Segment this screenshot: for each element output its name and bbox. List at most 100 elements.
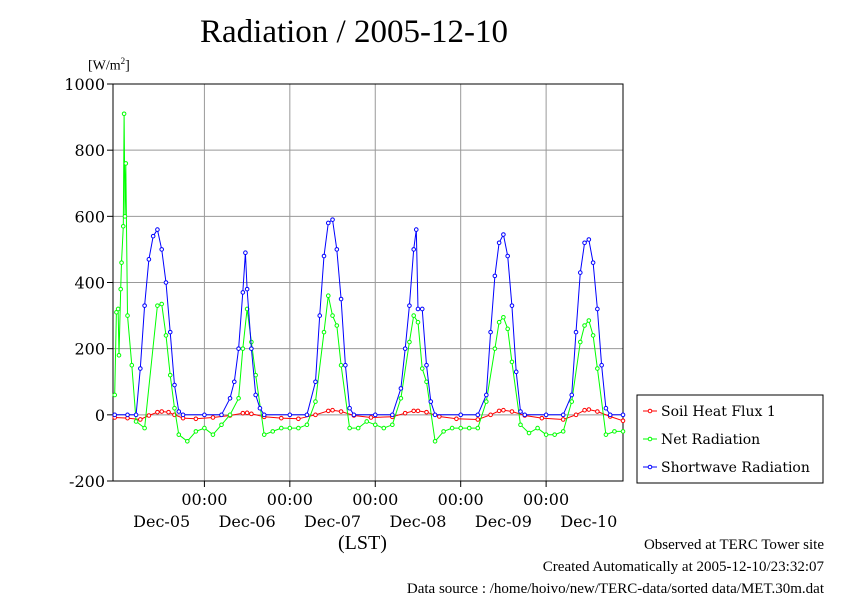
series-point: [115, 306, 121, 312]
series-point: [240, 290, 246, 295]
series-point: [193, 429, 199, 434]
series-point: [227, 395, 233, 401]
series-point: [193, 416, 199, 422]
x-date-label: Dec-09: [475, 512, 532, 531]
series-point: [176, 432, 182, 437]
series-point: [484, 392, 489, 398]
series-point: [372, 412, 378, 418]
footer-observed: Observed at TERC Tower site: [643, 537, 824, 553]
series-point: [243, 250, 248, 256]
series-point: [343, 362, 348, 368]
series-point: [146, 413, 152, 418]
series-point: [372, 422, 378, 428]
y-tick-label: 600: [74, 207, 105, 226]
y-tick-label: 400: [74, 274, 105, 293]
series-point: [586, 237, 592, 242]
x-tick-label: 00:00: [438, 490, 484, 509]
series-point: [317, 313, 323, 318]
footer-source: Data source : /home/hoivo/new/TERC-data/…: [406, 581, 824, 595]
series-point: [287, 425, 293, 431]
series-point: [424, 379, 429, 385]
series-point: [569, 392, 575, 398]
series-point: [411, 313, 417, 318]
series-point: [454, 416, 459, 422]
legend-label: Shortwave Radiation: [661, 460, 810, 476]
series-point: [240, 346, 246, 351]
series-point: [432, 412, 438, 418]
series-point: [543, 412, 549, 418]
series-point: [210, 415, 216, 420]
series-point: [236, 395, 241, 401]
series-point: [142, 425, 147, 431]
series-point: [261, 432, 267, 437]
series-point: [142, 303, 147, 308]
series-point: [496, 408, 502, 414]
series-point: [590, 333, 596, 338]
series-point: [118, 286, 123, 292]
legend-swatch-marker: [647, 464, 653, 470]
series-point: [244, 286, 250, 292]
series-point: [240, 410, 246, 416]
series-point: [112, 392, 118, 398]
series-point: [390, 412, 395, 418]
series-point: [278, 415, 284, 421]
series-point: [402, 410, 408, 416]
series-point: [488, 412, 493, 418]
x-tick-label: 00:00: [267, 490, 313, 509]
series-point: [321, 253, 327, 259]
series-point: [313, 412, 318, 418]
series-point: [415, 408, 421, 414]
series-point: [232, 379, 237, 385]
series-point: [411, 408, 417, 414]
series-point: [539, 415, 545, 421]
series-point: [325, 220, 331, 226]
series-point: [167, 372, 173, 378]
series-point: [424, 409, 429, 415]
series-point: [355, 425, 361, 431]
series-line: [114, 113, 623, 443]
series-point: [138, 366, 143, 371]
y-tick-label: -200: [69, 472, 105, 491]
y-unit-superscript: 2: [120, 56, 126, 66]
y-tick-label: 1000: [64, 75, 105, 94]
series-point: [330, 407, 335, 413]
series-point: [172, 405, 177, 411]
series-point: [449, 425, 455, 431]
series-point: [119, 260, 124, 265]
series-point: [202, 412, 207, 418]
series-point: [419, 306, 425, 312]
series-point: [492, 346, 498, 351]
series-point: [321, 329, 327, 335]
series-point: [167, 329, 173, 335]
series-point: [338, 296, 344, 302]
series-point: [159, 409, 164, 414]
series-point: [398, 395, 404, 401]
y-tick-label: 0: [95, 406, 105, 425]
series-point: [573, 329, 579, 335]
series-point: [552, 432, 557, 437]
series-point: [296, 425, 301, 431]
series-point: [603, 405, 609, 411]
y-unit-close: ]: [125, 58, 130, 74]
series-point: [155, 409, 160, 415]
series-point: [582, 323, 587, 328]
plot-border: [112, 83, 624, 482]
series-point: [150, 233, 156, 239]
series-point: [325, 293, 331, 299]
series-point: [121, 111, 127, 117]
series-point: [518, 422, 523, 428]
series-point: [159, 247, 164, 252]
series-point: [526, 430, 532, 436]
series-point: [347, 425, 352, 431]
x-date-label: Dec-08: [389, 512, 446, 531]
series-point: [163, 280, 169, 285]
series-point: [219, 412, 224, 418]
series-point: [120, 223, 126, 229]
series-point: [582, 407, 587, 413]
series-point: [488, 329, 493, 335]
series-point: [185, 439, 190, 444]
series-point: [415, 319, 421, 325]
series-point: [441, 429, 446, 434]
series-point: [620, 418, 626, 424]
